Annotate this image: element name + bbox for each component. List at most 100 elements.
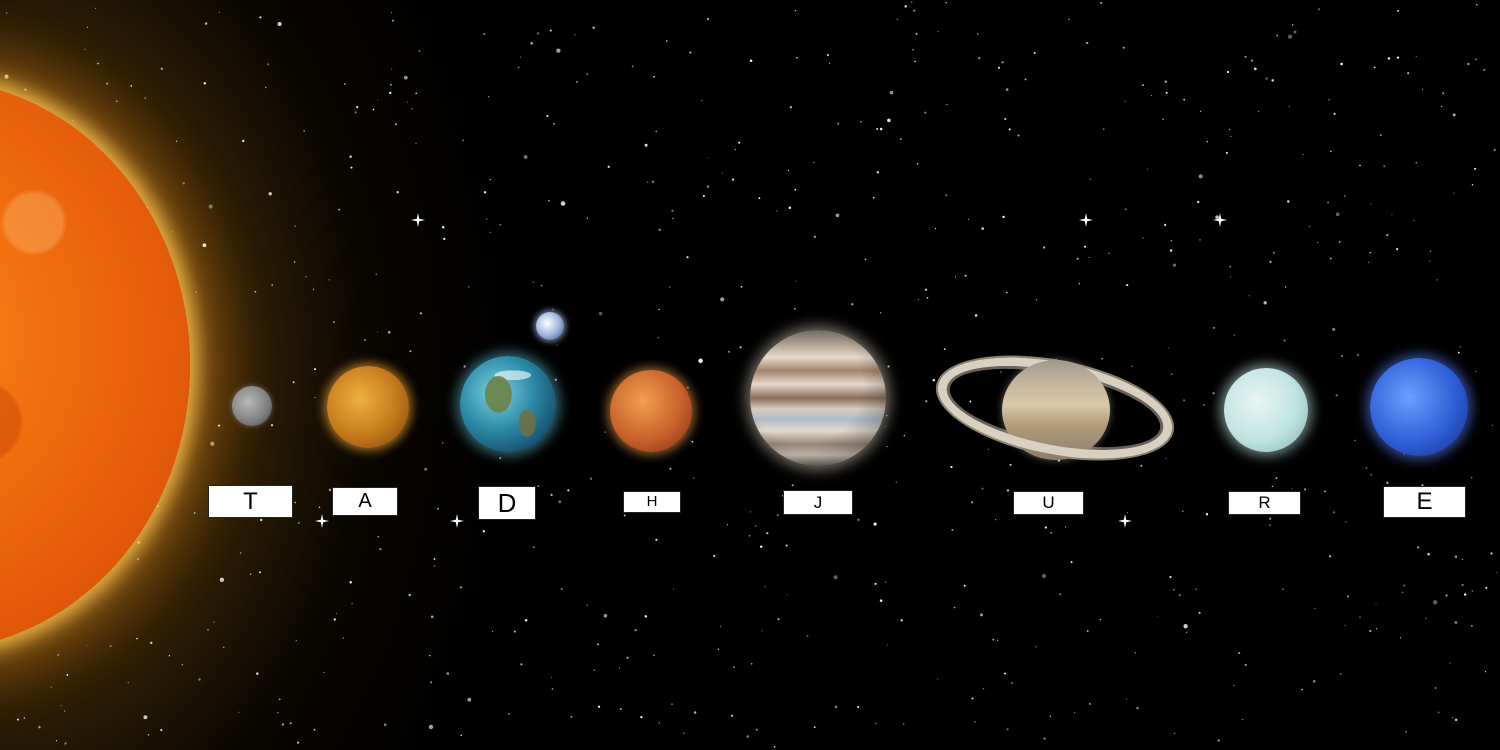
star [532,281,535,284]
label-mars[interactable]: H [623,491,681,513]
star [1086,630,1089,632]
star [761,630,763,632]
star [1004,672,1006,675]
star [1367,261,1370,264]
star [136,637,138,640]
star [1424,617,1427,620]
star [344,83,346,85]
star [1427,552,1430,556]
star [953,606,956,609]
star [728,351,730,353]
star [1452,717,1454,719]
star [981,227,984,230]
star [760,545,763,548]
star [789,105,793,109]
star [593,669,595,671]
star [1328,98,1331,101]
star [776,210,778,212]
star [755,728,758,731]
star [886,445,888,448]
label-uranus[interactable]: R [1228,491,1301,515]
star [106,82,109,85]
star [147,733,150,736]
star [239,552,242,554]
star [887,365,890,368]
star [1182,399,1186,402]
star [1147,168,1149,170]
star [1233,684,1235,687]
star [1142,84,1145,87]
star [806,634,809,638]
star [1421,484,1424,487]
star [1428,260,1431,262]
star [354,111,357,114]
star [946,104,948,106]
star [857,705,860,709]
star [249,573,252,575]
star [171,230,173,232]
star [720,297,725,302]
star [50,686,53,689]
star [1271,485,1274,488]
star [254,290,257,293]
star [210,441,215,446]
star [1324,490,1326,493]
star [1141,445,1145,448]
star [1293,30,1297,34]
star [631,65,634,68]
star [482,530,485,533]
star [1373,66,1376,69]
star [256,672,259,675]
star [974,314,978,317]
star [873,522,877,526]
star [1024,78,1027,81]
star [983,688,985,690]
star [218,424,221,427]
star [1064,526,1067,528]
star [1369,251,1372,254]
star [1250,59,1254,62]
star [1169,249,1173,252]
star [586,73,588,75]
star [116,100,118,102]
star [837,122,840,125]
label-jupiter[interactable]: J [783,490,853,515]
label-earth[interactable]: D [478,486,536,520]
star [1140,464,1143,467]
star [754,525,757,527]
star [644,615,648,618]
star [303,130,306,132]
star [1268,524,1271,527]
star [1386,233,1389,237]
sparkle-star [450,514,464,528]
label-saturn[interactable]: U [1013,491,1084,515]
star [137,541,140,544]
star [618,667,620,669]
star [1205,513,1209,516]
star [980,613,983,617]
star [1383,165,1386,168]
star [294,501,297,504]
planet-venus [327,366,409,448]
star [1391,213,1393,216]
star [691,440,694,443]
star [793,307,796,310]
star [318,506,321,509]
star [377,99,379,101]
star [860,121,862,123]
star [1407,72,1410,75]
star [954,276,957,278]
star [886,644,888,646]
star [1345,521,1347,523]
star [1291,24,1294,26]
star [1229,265,1232,268]
label-mercury[interactable]: T [208,485,293,518]
star [833,575,838,580]
star [1335,394,1338,397]
star [1233,334,1236,336]
star [1078,283,1081,285]
star [204,22,208,25]
label-neptune[interactable]: E [1383,486,1466,518]
star [238,711,240,713]
label-venus[interactable]: A [332,487,398,516]
